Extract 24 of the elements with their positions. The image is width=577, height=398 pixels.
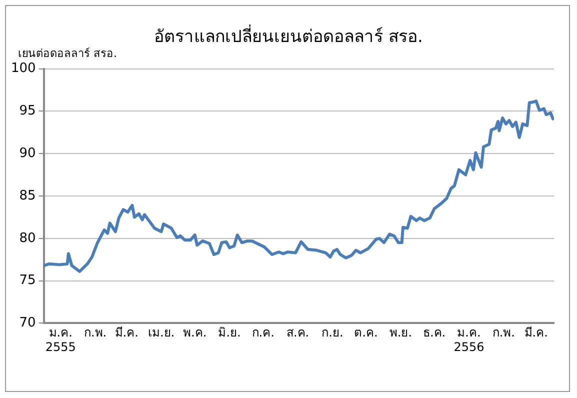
y-tick-label: 85 bbox=[19, 188, 36, 204]
x-tick-label: ม.ค. 2556 bbox=[454, 326, 484, 354]
x-tick-label: ม.ค. 2555 bbox=[45, 326, 76, 354]
y-tick-label: 75 bbox=[19, 273, 36, 288]
x-tick-label: เม.ย. bbox=[148, 326, 175, 340]
y-tick-label: 100 bbox=[10, 61, 36, 76]
y-axis-title: เยนต่อดอลลาร์ สรอ. bbox=[18, 46, 117, 62]
x-tick-label: มี.ค. bbox=[524, 326, 548, 340]
x-tick-label: ก.พ. bbox=[84, 326, 107, 340]
x-tick-label: มิ.ย. bbox=[218, 326, 241, 340]
x-tick-label: มี.ค. bbox=[114, 326, 138, 340]
y-tick-label: 70 bbox=[19, 316, 36, 331]
x-tick-label: ก.ย. bbox=[322, 326, 344, 340]
x-tick-label: ก.พ. bbox=[492, 326, 515, 340]
x-tick-label: พ.ค. bbox=[183, 326, 207, 340]
x-tick-label: ธ.ค. bbox=[422, 326, 446, 340]
chart-title: อัตราแลกเปลี่ยนเยนต่อดอลลาร์ สรอ. bbox=[154, 27, 423, 47]
x-tick-label: พ.ย. bbox=[389, 326, 412, 340]
y-tick-label: 90 bbox=[19, 146, 36, 161]
x-tick-label: ก.ค. bbox=[252, 326, 274, 340]
x-tick-label: ส.ค. bbox=[286, 326, 310, 340]
y-tick-label: 95 bbox=[19, 104, 36, 119]
y-tick-label: 80 bbox=[19, 230, 36, 246]
x-tick-label: ต.ค. bbox=[354, 326, 378, 340]
